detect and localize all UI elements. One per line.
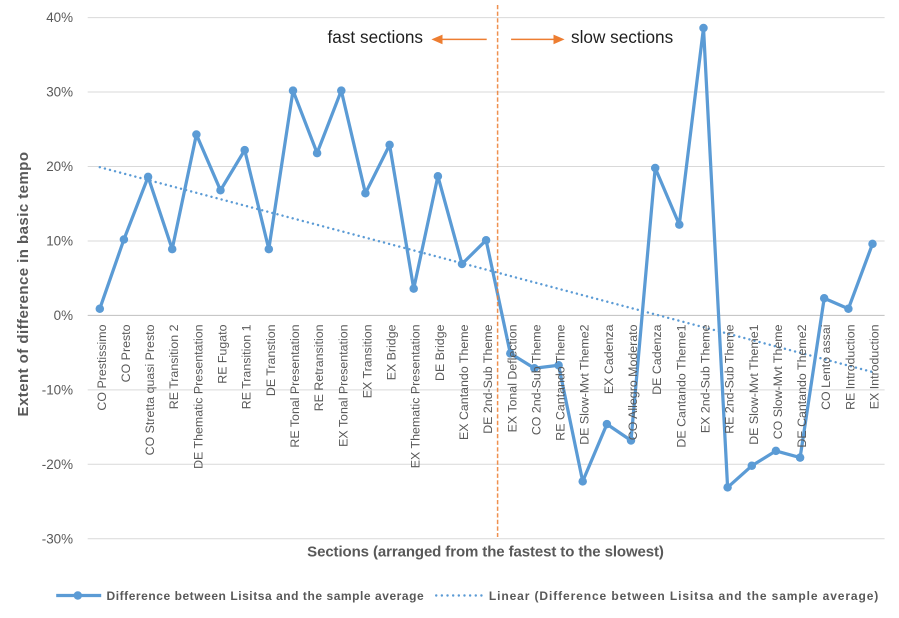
svg-text:0%: 0% [54,308,73,323]
svg-text:EX Transition: EX Transition [360,324,374,398]
svg-text:RE Transition 2: RE Transition 2 [167,324,181,409]
svg-text:EX Thematic Presentation: EX Thematic Presentation [409,324,423,468]
svg-text:30%: 30% [46,85,73,100]
svg-text:DE Cantando Theme2: DE Cantando Theme2 [795,324,809,447]
svg-text:RE Introduction: RE Introduction [843,324,857,410]
svg-text:-30%: -30% [42,531,73,546]
svg-text:CO Presto: CO Presto [119,324,133,382]
svg-text:20%: 20% [46,159,73,174]
svg-text:EX Tonal Deflection: EX Tonal Deflection [505,324,519,432]
svg-text:Sections (arranged from the fa: Sections (arranged from the fastest to t… [307,544,664,561]
svg-text:EX Tonal Presentation: EX Tonal Presentation [336,324,350,446]
svg-text:EX 2nd-Sub Theme: EX 2nd-Sub Theme [699,324,713,433]
svg-text:CO Allegro Moderato: CO Allegro Moderato [626,324,640,440]
svg-text:DE Slow-Mvt Theme2: DE Slow-Mvt Theme2 [578,324,592,444]
svg-text:CO Stretta quasi Presto: CO Stretta quasi Presto [143,324,157,455]
svg-text:DE Cantando Theme1: DE Cantando Theme1 [674,324,688,447]
svg-text:CO Slow-Mvt Theme: CO Slow-Mvt Theme [771,324,785,439]
svg-text:DE Bridge: DE Bridge [433,324,447,381]
svg-text:EX Bridge: EX Bridge [385,324,399,380]
svg-text:EX Cadenza: EX Cadenza [602,324,616,394]
svg-text:10%: 10% [46,234,73,249]
svg-text:DE Transtion: DE Transtion [264,324,278,396]
svg-text:RE Tonal Presentation: RE Tonal Presentation [288,324,302,447]
svg-text:Extent of difference in basic: Extent of difference in basic tempo [15,152,32,417]
svg-text:CO Lento assai: CO Lento assai [819,325,833,410]
svg-text:CO 2nd-Sub Theme: CO 2nd-Sub Theme [529,324,543,435]
svg-text:RE Transition 1: RE Transition 1 [240,324,254,409]
svg-text:Linear (Difference between Lis: Linear (Difference between Lisitsa and t… [489,589,879,603]
svg-text:EX Cantando Theme: EX Cantando Theme [457,324,471,440]
svg-text:CO Prestissimo: CO Prestissimo [95,324,109,410]
svg-text:RE Cantando Theme: RE Cantando Theme [554,324,568,440]
svg-text:RE 2nd-Sub Theme: RE 2nd-Sub Theme [723,324,737,433]
svg-text:slow sections: slow sections [571,27,673,47]
svg-text:RE Retransition: RE Retransition [312,324,326,411]
svg-text:fast sections: fast sections [328,27,424,47]
svg-text:RE Fugato: RE Fugato [216,324,230,383]
svg-text:40%: 40% [46,10,73,25]
svg-text:DE Thematic Presentation: DE Thematic Presentation [191,324,205,469]
svg-text:DE Slow-Mvt Theme1: DE Slow-Mvt Theme1 [747,324,761,444]
svg-text:-10%: -10% [42,382,73,397]
svg-text:DE 2nd-Sub Theme: DE 2nd-Sub Theme [481,324,495,433]
svg-text:EX Introduction: EX Introduction [868,324,882,409]
svg-text:Difference between Lisitsa and: Difference between Lisitsa and the sampl… [107,589,425,603]
svg-text:-20%: -20% [42,457,73,472]
svg-text:DE Cadenza: DE Cadenza [650,324,664,394]
